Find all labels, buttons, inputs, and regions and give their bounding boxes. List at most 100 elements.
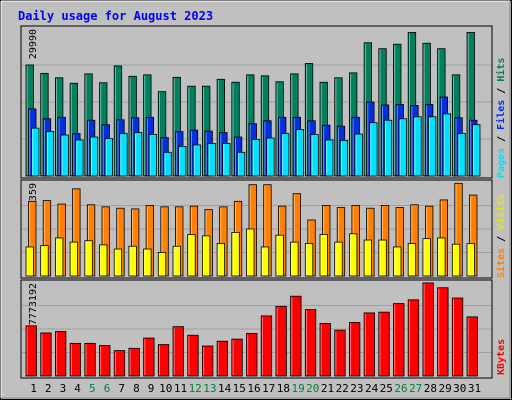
bar-visits-day-2-body	[40, 245, 49, 277]
bar-visits-day-20-body	[304, 243, 314, 277]
bar-kbytes-day-18-body	[275, 305, 287, 377]
bar-pages-day-25	[383, 119, 393, 177]
bar-visits-day-16	[246, 228, 255, 277]
bar-pages-day-4-body	[75, 139, 84, 177]
bar-kbytes-day-3-body	[55, 331, 67, 377]
bar-pages-day-22	[339, 140, 349, 177]
bar-kbytes-day-24-body	[363, 312, 376, 377]
bar-visits-day-29-body	[437, 237, 446, 277]
bar-visits-day-13	[201, 235, 211, 277]
bar-kbytes-day-10	[157, 344, 170, 377]
bar-pages-day-5	[89, 136, 99, 177]
bar-kbytes-day-17-body	[260, 315, 273, 377]
day-label-11: 11	[174, 382, 187, 395]
bar-pages-day-28	[427, 116, 437, 177]
bar-kbytes-day-9	[143, 337, 155, 377]
bar-pages-day-6	[104, 138, 113, 177]
bar-pages-day-30-body	[457, 133, 466, 177]
bar-kbytes-day-30-body	[451, 297, 464, 377]
bar-kbytes-day-19-body	[290, 295, 302, 377]
bar-visits-day-10-body	[157, 252, 167, 277]
bar-pages-day-20	[310, 134, 319, 177]
panel2-bars	[22, 182, 491, 277]
bar-pages-day-23	[354, 133, 363, 177]
bar-visits-day-3-body	[55, 237, 64, 277]
bar-kbytes-day-12	[187, 334, 199, 377]
bar-kbytes-day-6	[99, 345, 111, 377]
day-label-21: 21	[321, 382, 334, 395]
bar-pages-day-11	[178, 145, 187, 177]
bar-visits-day-10	[157, 252, 167, 277]
bar-kbytes-day-2	[40, 332, 52, 377]
day-label-1: 1	[30, 382, 37, 395]
bar-kbytes-day-23-body	[348, 322, 361, 377]
bar-pages-day-16-body	[251, 139, 260, 177]
bar-visits-day-4-body	[69, 241, 78, 277]
day-label-6: 6	[104, 382, 111, 395]
day-label-9: 9	[148, 382, 155, 395]
bar-pages-day-8	[133, 132, 143, 177]
bar-pages-day-9-body	[148, 134, 158, 177]
bar-pages-day-31-body	[472, 124, 481, 177]
bar-pages-day-1-body	[31, 127, 40, 177]
bar-kbytes-day-19	[290, 295, 302, 377]
bar-visits-day-5	[84, 240, 93, 277]
bar-pages-day-14-body	[222, 143, 231, 177]
bar-kbytes-day-5	[84, 342, 96, 377]
bar-visits-day-17	[260, 246, 270, 277]
bar-visits-day-2	[40, 245, 49, 277]
bar-visits-day-14-body	[216, 243, 226, 277]
panel1-bars	[22, 31, 491, 177]
bar-visits-day-11-body	[172, 245, 181, 277]
bar-visits-day-24	[363, 239, 373, 277]
bar-pages-day-21-body	[325, 139, 334, 177]
bar-pages-day-26-body	[398, 118, 407, 177]
bar-pages-day-25-body	[383, 119, 393, 177]
bar-visits-day-22	[334, 241, 343, 277]
bar-visits-day-28-body	[422, 238, 431, 277]
bar-kbytes-day-31	[466, 316, 478, 377]
day-label-16: 16	[247, 382, 260, 395]
bar-kbytes-day-8	[128, 347, 140, 377]
day-label-13: 13	[203, 382, 216, 395]
bar-kbytes-day-21-body	[319, 322, 331, 377]
bar-visits-day-13-body	[201, 235, 211, 277]
bar-visits-day-26-body	[393, 246, 402, 277]
bar-kbytes-day-28-body	[422, 282, 434, 377]
bar-kbytes-day-20-body	[304, 309, 317, 377]
bar-visits-day-7	[113, 248, 123, 277]
bar-pages-day-7	[119, 133, 128, 177]
bar-kbytes-day-28	[422, 282, 434, 377]
bar-visits-day-26	[393, 246, 402, 277]
bar-visits-day-6-body	[99, 244, 108, 277]
day-label-28: 28	[424, 382, 437, 395]
bar-visits-day-21	[319, 234, 328, 277]
legend-sites: Sites	[495, 248, 507, 278]
bar-pages-day-27-body	[413, 116, 422, 177]
bar-kbytes-day-20	[304, 309, 317, 377]
bar-visits-day-15-body	[231, 232, 240, 277]
panel3-max-label: 7773192	[28, 283, 39, 325]
bar-visits-day-1	[25, 246, 34, 277]
panel2-max-label: 1359	[28, 183, 39, 207]
bar-visits-day-29	[437, 237, 446, 277]
bar-visits-day-19-body	[290, 241, 299, 277]
legend-hits: Hits	[495, 58, 507, 82]
day-label-27: 27	[409, 382, 422, 395]
day-label-8: 8	[133, 382, 140, 395]
bar-visits-day-3	[55, 237, 64, 277]
bar-pages-day-17	[266, 137, 275, 177]
day-label-10: 10	[159, 382, 172, 395]
bar-visits-day-31-body	[466, 243, 475, 277]
bar-kbytes-day-1	[25, 325, 37, 377]
bar-kbytes-day-10-body	[157, 344, 170, 377]
bar-visits-day-7-body	[113, 248, 123, 277]
bar-kbytes-day-18	[275, 305, 287, 377]
bar-pages-day-6-body	[104, 138, 113, 177]
bar-visits-day-24-body	[363, 239, 373, 277]
bar-kbytes-day-23	[348, 322, 361, 377]
day-label-7: 7	[118, 382, 125, 395]
bar-kbytes-day-25	[378, 311, 390, 377]
bar-kbytes-day-15-body	[231, 338, 243, 377]
bar-pages-day-7-body	[119, 133, 128, 177]
